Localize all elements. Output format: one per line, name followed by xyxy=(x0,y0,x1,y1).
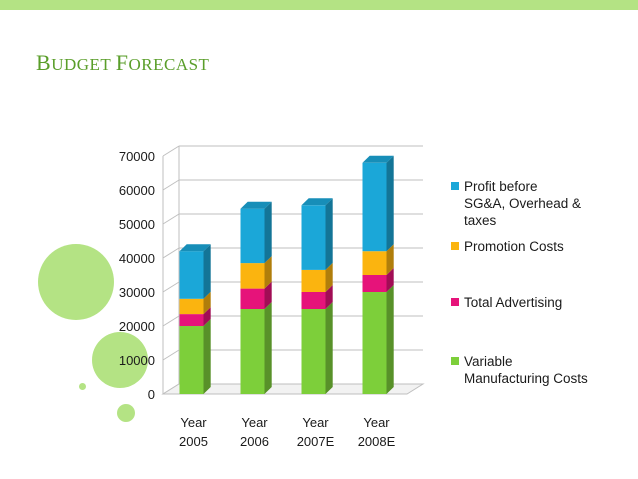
gridline-side xyxy=(162,179,180,191)
x-tick-label: 2006 xyxy=(240,434,269,449)
bar-segment-side xyxy=(264,201,272,264)
bar-segment xyxy=(240,309,265,394)
slide-title: BUDGET FORECAST xyxy=(36,50,210,75)
bar-segment-side xyxy=(264,256,272,289)
bar-segment xyxy=(362,162,387,252)
gridline-side xyxy=(162,145,180,157)
gridline-side xyxy=(162,213,180,225)
bar-segment xyxy=(179,314,204,326)
bar-segment-side xyxy=(203,319,211,394)
x-tick-label: Year xyxy=(180,415,207,430)
bar-segment-side xyxy=(386,268,394,292)
bar-segment-side xyxy=(264,302,272,394)
gridline-side xyxy=(162,349,180,361)
bar-segment-side xyxy=(325,285,333,309)
legend-label: Total Advertising xyxy=(464,295,563,310)
x-tick-label: 2005 xyxy=(179,434,208,449)
x-tick-label: Year xyxy=(363,415,390,430)
bar-segment xyxy=(301,205,326,270)
bar-segment-side xyxy=(386,155,394,252)
gridline-side xyxy=(162,315,180,327)
chart-floor xyxy=(161,383,425,395)
bar-segment xyxy=(301,269,326,292)
bar-segment xyxy=(362,292,387,394)
legend-swatch xyxy=(451,242,459,250)
y-tick-label: 20000 xyxy=(119,319,155,334)
bar-segment-top xyxy=(179,244,211,252)
decorative-circle-large xyxy=(38,244,114,320)
bar-segment-top xyxy=(301,198,333,206)
gridline-side xyxy=(162,247,180,259)
decorative-circle-medium xyxy=(92,332,148,388)
bar-segment-side xyxy=(203,291,211,315)
y-tick-label: 10000 xyxy=(119,353,155,368)
bar-segment xyxy=(179,326,204,394)
bar-segment-side xyxy=(203,307,211,326)
y-tick-label: 70000 xyxy=(119,149,155,164)
bar-segment-side xyxy=(203,244,211,299)
y-tick-label: 0 xyxy=(148,387,155,402)
bar-segment xyxy=(362,251,387,275)
bar-segment-side xyxy=(325,262,333,292)
x-tick-label: Year xyxy=(302,415,329,430)
bar-segment xyxy=(240,288,265,309)
legend-swatch xyxy=(451,298,459,306)
legend-swatch xyxy=(451,357,459,365)
x-tick-label: 2007E xyxy=(297,434,335,449)
y-tick-label: 40000 xyxy=(119,251,155,266)
bar-segment xyxy=(240,263,265,289)
top-accent-stripe xyxy=(0,0,638,10)
y-tick-label: 50000 xyxy=(119,217,155,232)
bar-segment xyxy=(301,292,326,309)
legend-label: Profit before SG&A, Overhead & taxes xyxy=(464,179,582,228)
legend-label: Variable Manufacturing Costs xyxy=(464,354,588,386)
bar-segment xyxy=(362,275,387,292)
gridline-side xyxy=(162,281,180,293)
decorative-circle-small xyxy=(117,404,135,422)
bar-segment-side xyxy=(325,302,333,394)
legend-label: Promotion Costs xyxy=(464,239,564,254)
bar-segment xyxy=(301,309,326,394)
bar-segment-side xyxy=(325,198,333,270)
x-tick-label: Year xyxy=(241,415,268,430)
bar-segment-side xyxy=(386,244,394,275)
legend-swatch xyxy=(451,182,459,190)
y-tick-label: 30000 xyxy=(119,285,155,300)
y-tick-label: 60000 xyxy=(119,183,155,198)
bar-segment-top xyxy=(240,201,272,209)
bar-segment-side xyxy=(386,285,394,394)
bar-segment xyxy=(179,251,204,299)
x-tick-label: 2008E xyxy=(358,434,396,449)
bar-segment-top xyxy=(362,155,394,163)
bar-segment-side xyxy=(264,281,272,309)
bar-segment xyxy=(240,208,265,264)
bar-segment xyxy=(179,298,204,315)
decorative-dot xyxy=(79,383,86,390)
